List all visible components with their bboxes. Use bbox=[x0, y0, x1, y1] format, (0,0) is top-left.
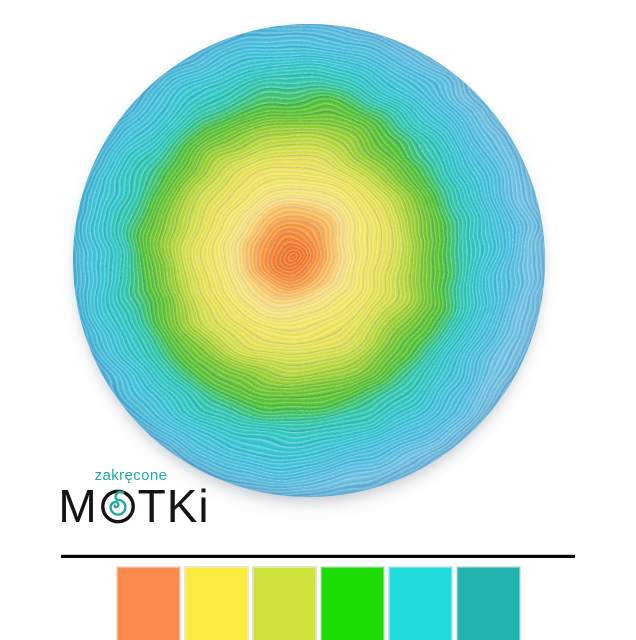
yarn-texture bbox=[73, 24, 545, 497]
palette-swatch-lime bbox=[252, 566, 317, 640]
logo-word-end: TKi bbox=[137, 480, 210, 532]
logo-o-spiral-icon bbox=[100, 489, 135, 524]
palette-swatch-green bbox=[320, 566, 385, 640]
divider-line bbox=[61, 554, 575, 558]
color-palette bbox=[116, 566, 521, 640]
palette-swatch-teal bbox=[456, 566, 521, 640]
logo-wordmark: M TKi bbox=[56, 480, 212, 532]
palette-swatch-yellow bbox=[184, 566, 249, 640]
logo-word-start: M bbox=[58, 480, 98, 532]
palette-swatch-orange bbox=[116, 566, 181, 640]
logo-tagline: zakręcone bbox=[94, 467, 168, 484]
brand-logo: zakręcone M TKi bbox=[56, 468, 212, 532]
palette-swatch-cyan bbox=[388, 566, 453, 640]
yarn-cake-image bbox=[73, 24, 545, 497]
